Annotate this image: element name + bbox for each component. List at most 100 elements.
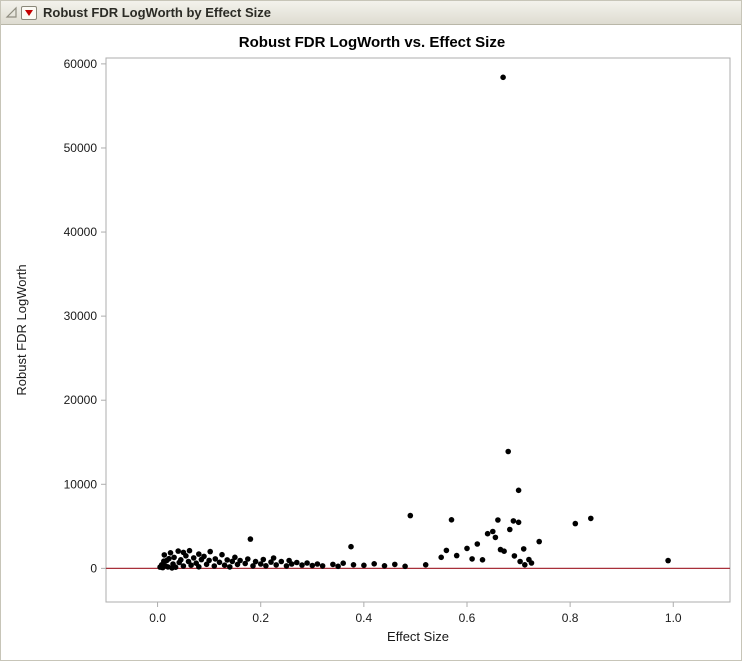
data-point[interactable]: [464, 545, 470, 552]
data-point[interactable]: [263, 563, 269, 569]
data-point[interactable]: [175, 548, 181, 554]
data-point[interactable]: [161, 552, 168, 558]
data-point[interactable]: [588, 515, 594, 522]
data-point[interactable]: [340, 560, 347, 566]
data-point[interactable]: [500, 74, 506, 81]
data-point[interactable]: [247, 536, 254, 542]
data-point[interactable]: [196, 551, 202, 557]
data-point[interactable]: [528, 560, 535, 566]
y-axis-tick-label: 0: [90, 561, 97, 575]
data-point[interactable]: [520, 546, 527, 552]
data-point[interactable]: [511, 553, 518, 559]
data-point[interactable]: [242, 560, 248, 567]
x-axis-tick-label: 0.4: [356, 611, 373, 625]
data-point[interactable]: [448, 517, 455, 523]
data-point[interactable]: [665, 557, 671, 564]
data-point[interactable]: [492, 534, 499, 541]
data-point[interactable]: [522, 562, 528, 568]
data-point[interactable]: [190, 555, 197, 561]
data-point[interactable]: [507, 526, 513, 533]
scatter-plot: Robust FDR LogWorth vs. Effect Size 0 1000…: [14, 34, 731, 644]
data-point[interactable]: [392, 561, 398, 568]
data-point[interactable]: [268, 559, 274, 565]
data-point[interactable]: [207, 548, 213, 555]
data-point[interactable]: [188, 562, 194, 568]
data-point[interactable]: [515, 519, 522, 526]
data-point[interactable]: [257, 561, 264, 567]
data-point[interactable]: [505, 448, 512, 455]
data-point[interactable]: [178, 557, 184, 563]
data-point[interactable]: [167, 550, 174, 556]
data-point[interactable]: [330, 561, 336, 568]
data-point[interactable]: [227, 564, 233, 570]
report-title: Robust FDR LogWorth by Effect Size: [43, 5, 271, 20]
data-point[interactable]: [443, 547, 450, 554]
data-point[interactable]: [536, 538, 542, 545]
data-point[interactable]: [232, 554, 238, 561]
data-point[interactable]: [381, 563, 388, 569]
data-point[interactable]: [474, 541, 481, 547]
data-point[interactable]: [495, 517, 501, 523]
chart-region: Robust FDR LogWorth vs. Effect Size 0 1000…: [1, 25, 741, 660]
data-point[interactable]: [273, 562, 280, 568]
data-point[interactable]: [453, 552, 460, 559]
data-point[interactable]: [314, 561, 321, 567]
x-axis-tick-label: 0.8: [562, 611, 579, 625]
data-point[interactable]: [319, 563, 326, 569]
data-point[interactable]: [572, 520, 579, 527]
data-point[interactable]: [309, 562, 316, 569]
data-point[interactable]: [402, 563, 408, 570]
data-point[interactable]: [490, 528, 496, 535]
data-point[interactable]: [183, 553, 189, 559]
data-point[interactable]: [196, 564, 202, 570]
data-point[interactable]: [510, 518, 517, 524]
x-axis-tick-label: 0.6: [459, 611, 476, 625]
data-point[interactable]: [186, 547, 193, 554]
data-point[interactable]: [172, 564, 179, 570]
data-point[interactable]: [171, 554, 177, 561]
data-point[interactable]: [515, 487, 522, 494]
x-axis-tick-label: 1.0: [665, 611, 682, 625]
data-point[interactable]: [371, 561, 378, 567]
data-point[interactable]: [270, 555, 277, 561]
data-point[interactable]: [294, 559, 300, 566]
data-point[interactable]: [348, 543, 354, 550]
disclosure-triangle-icon[interactable]: [5, 6, 18, 19]
data-point[interactable]: [350, 562, 357, 568]
data-point[interactable]: [180, 563, 187, 569]
data-point[interactable]: [252, 558, 259, 565]
x-axis-label: Effect Size: [387, 629, 449, 644]
data-point[interactable]: [517, 558, 523, 565]
data-point[interactable]: [201, 553, 207, 560]
data-point[interactable]: [501, 548, 507, 554]
data-point[interactable]: [206, 557, 212, 564]
data-point[interactable]: [422, 562, 429, 568]
data-point[interactable]: [407, 512, 414, 519]
data-point[interactable]: [260, 556, 267, 563]
data-point[interactable]: [361, 562, 367, 569]
red-triangle-menu-icon[interactable]: [21, 5, 37, 20]
data-point[interactable]: [219, 551, 225, 558]
data-point[interactable]: [224, 557, 230, 563]
data-point[interactable]: [335, 563, 341, 570]
data-point[interactable]: [304, 560, 310, 566]
data-point[interactable]: [278, 558, 285, 565]
data-point[interactable]: [479, 557, 486, 563]
data-point[interactable]: [469, 556, 475, 562]
data-point[interactable]: [484, 530, 491, 537]
data-point[interactable]: [221, 562, 228, 568]
data-point[interactable]: [229, 558, 236, 565]
data-point[interactable]: [299, 562, 305, 568]
data-point[interactable]: [288, 561, 295, 567]
data-point[interactable]: [250, 563, 256, 569]
data-point[interactable]: [438, 554, 445, 561]
data-point[interactable]: [216, 559, 223, 566]
y-axis-tick-label: 50000: [64, 141, 98, 155]
data-point[interactable]: [283, 563, 290, 569]
report-outline-header: Robust FDR LogWorth by Effect Size: [1, 1, 741, 25]
data-point[interactable]: [211, 563, 218, 569]
data-point[interactable]: [166, 555, 172, 562]
data-point[interactable]: [245, 556, 251, 562]
data-point[interactable]: [212, 556, 219, 562]
data-point[interactable]: [237, 557, 243, 564]
